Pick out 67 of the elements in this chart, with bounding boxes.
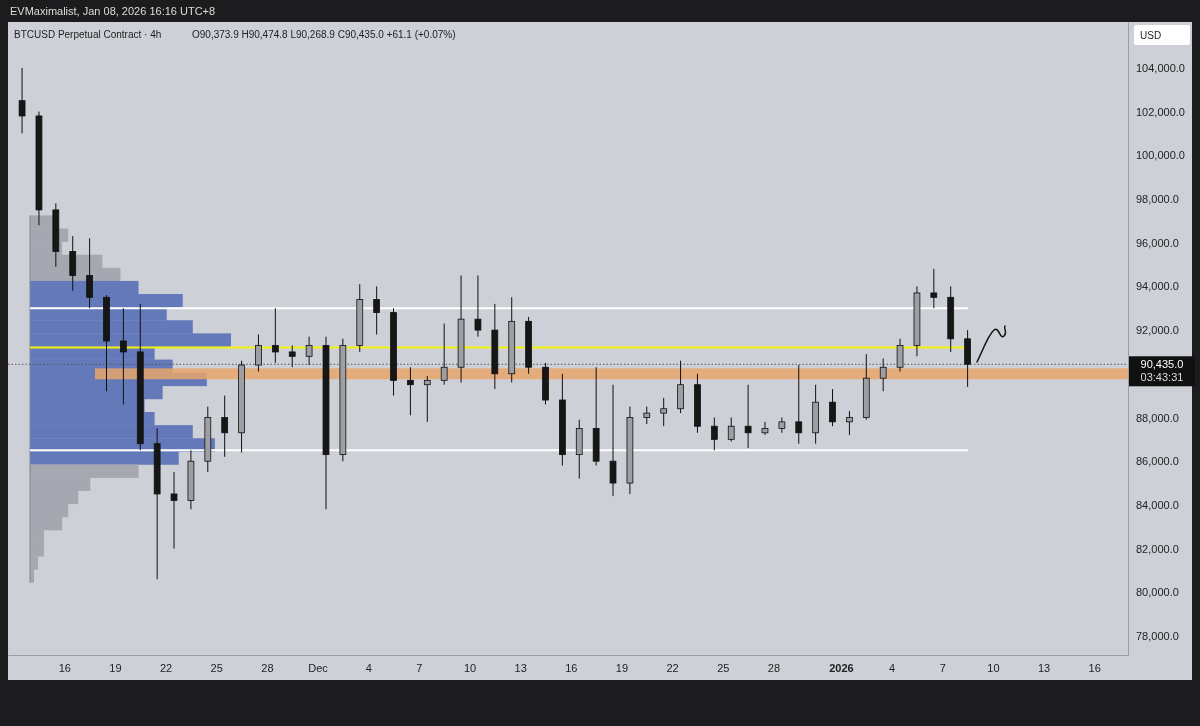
candlestick: [474, 274, 482, 338]
candlestick: [795, 364, 803, 445]
candlestick: [778, 416, 786, 434]
y-tick-label: 100,000.0: [1136, 149, 1185, 162]
y-tick-label: 104,000.0: [1136, 61, 1185, 74]
text: O90,373.9 H90,474.8 L90,268.9 C90,435.0 +61.1 (+0.07%): [192, 29, 456, 40]
candlestick: [373, 285, 380, 335]
text: BTCUSD Perpetual Contract · 4h: [14, 29, 162, 40]
candlestick: [407, 366, 414, 416]
y-tick-label: 84,000.0: [1136, 498, 1179, 511]
y-tick-label: 86,000.0: [1136, 455, 1179, 468]
candlestick: [930, 268, 938, 309]
x-tick-label: 4: [889, 661, 896, 674]
y-tick-label: 82,000.0: [1136, 542, 1179, 555]
candlestick: [255, 333, 262, 373]
candlestick: [761, 421, 769, 436]
x-tick-label: 16: [1088, 661, 1101, 674]
y-tick-label: 92,000.0: [1136, 324, 1179, 337]
x-tick-label: 25: [717, 661, 730, 674]
x-tick-label: 2026: [829, 661, 854, 674]
candlestick: [710, 416, 718, 451]
y-tick-label: 88,000.0: [1136, 411, 1179, 424]
x-tick-label: 13: [1037, 661, 1051, 674]
y-tick-label: 80,000.0: [1136, 586, 1179, 599]
ref-line-label: 90,435.0: [1140, 358, 1184, 371]
x-tick-label: 22: [666, 661, 679, 674]
y-tick-label: 94,000.0: [1136, 280, 1179, 293]
x-tick-label: 10: [987, 661, 1000, 674]
x-tick-label: 25: [210, 661, 223, 674]
candlestick: [846, 410, 853, 436]
y-tick-label: 78,000.0: [1136, 630, 1179, 643]
x-tick-label: 28: [767, 661, 781, 674]
candlestick: [305, 336, 313, 366]
x-tick-label: 13: [514, 661, 527, 674]
text: EVMaximalist, Jan 08, 2026 16:16 UTC+8: [10, 5, 216, 17]
candlestick: [609, 384, 617, 497]
candlestick: [221, 395, 229, 458]
candlestick: [423, 375, 431, 423]
x-tick-label: 10: [463, 661, 477, 674]
candlestick: [18, 67, 26, 134]
x-tick-label: 19: [109, 661, 122, 674]
x-tick-label: 22: [159, 661, 173, 674]
x-tick-label: 16: [565, 661, 578, 674]
candlestick: [170, 471, 178, 550]
candlestick: [660, 397, 668, 427]
x-tick-label: Dec: [308, 661, 329, 674]
candlestick: [440, 323, 448, 386]
y-axis-title: USD: [1140, 30, 1162, 41]
candlestick: [86, 237, 93, 309]
y-tick-label: 98,000.0: [1136, 193, 1179, 206]
x-tick-label: 28: [261, 661, 274, 674]
x-tick-label: 7: [939, 661, 946, 674]
x-tick-label: 16: [58, 661, 71, 674]
x-tick-label: 7: [416, 661, 423, 674]
text: 03:43:31: [1140, 371, 1184, 384]
candlestick: [120, 307, 127, 405]
candlestick: [879, 357, 887, 392]
candlestick: [271, 307, 279, 364]
candlestick: [744, 384, 752, 449]
y-tick-label: 102,000.0: [1136, 105, 1185, 118]
candlestick: [288, 344, 296, 368]
x-tick-label: 19: [615, 661, 629, 674]
y-tick-label: 96,000.0: [1136, 236, 1179, 249]
x-tick-label: 4: [365, 661, 372, 674]
candlestick: [727, 416, 735, 443]
candlestick: [896, 338, 904, 373]
candlestick: [829, 388, 836, 427]
